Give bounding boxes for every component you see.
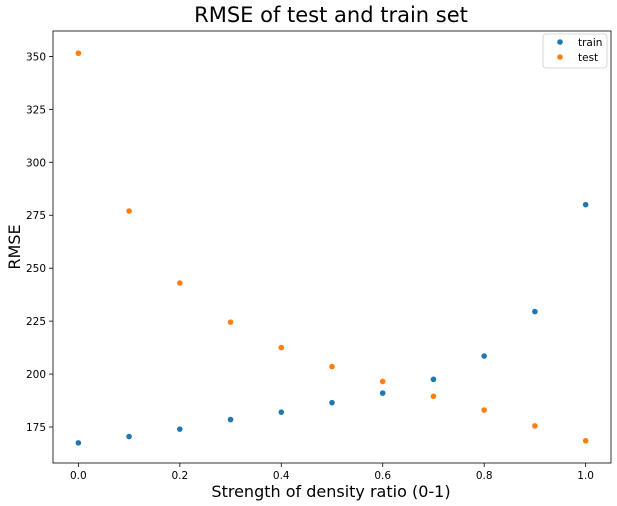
- data-point-train: [75, 440, 82, 446]
- y-tick-label: 200: [26, 369, 46, 381]
- data-point-test: [329, 363, 335, 370]
- data-point-test: [227, 319, 234, 325]
- x-tick-label: 1.0: [577, 470, 594, 482]
- plot-area: [52, 30, 612, 464]
- legend: train test: [542, 33, 608, 69]
- data-point-test: [278, 344, 285, 351]
- y-tick-label: 275: [26, 210, 46, 222]
- data-point-train: [278, 409, 285, 415]
- y-tick-label: 325: [26, 104, 46, 116]
- data-point-test: [532, 423, 538, 429]
- legend-marker-train: [557, 39, 563, 45]
- x-tick-label: 0.2: [171, 470, 188, 482]
- data-point-train: [532, 308, 538, 315]
- data-point-test: [430, 393, 437, 400]
- legend-marker-test: [557, 54, 563, 60]
- data-point-test: [75, 50, 82, 57]
- data-point-train: [329, 399, 335, 406]
- y-tick-label: 350: [26, 51, 46, 63]
- chart-title: RMSE of test and train set: [194, 3, 468, 27]
- x-tick-label: 0.8: [476, 470, 493, 482]
- data-point-test: [481, 407, 487, 413]
- legend-label-test: test: [578, 52, 598, 64]
- x-tick-label: 0.0: [70, 470, 87, 482]
- data-point-train: [430, 376, 437, 383]
- y-tick-label: 225: [26, 316, 46, 328]
- data-point-train: [177, 426, 183, 432]
- data-point-test: [379, 378, 386, 385]
- y-axis: 175 200 225 250 275 300 325 350: [26, 51, 53, 434]
- data-point-test: [126, 208, 132, 214]
- data-point-train: [227, 416, 234, 423]
- data-point-train: [126, 433, 132, 440]
- data-points: [75, 50, 589, 446]
- y-tick-label: 300: [26, 157, 46, 169]
- x-axis: 0.0 0.2 0.4 0.6 0.8 1.0: [70, 463, 594, 482]
- data-point-train: [379, 390, 386, 396]
- y-tick-label: 250: [26, 263, 46, 275]
- x-tick-label: 0.4: [273, 470, 290, 482]
- data-point-test: [177, 280, 183, 286]
- y-tick-label: 175: [26, 422, 46, 434]
- x-axis-label: Strength of density ratio (0-1): [211, 482, 450, 501]
- x-tick-label: 0.6: [374, 470, 391, 482]
- data-point-test: [582, 437, 589, 444]
- y-axis-label: RMSE: [5, 224, 24, 269]
- data-point-train: [582, 201, 589, 208]
- data-point-train: [481, 353, 487, 359]
- legend-label-train: train: [578, 37, 602, 49]
